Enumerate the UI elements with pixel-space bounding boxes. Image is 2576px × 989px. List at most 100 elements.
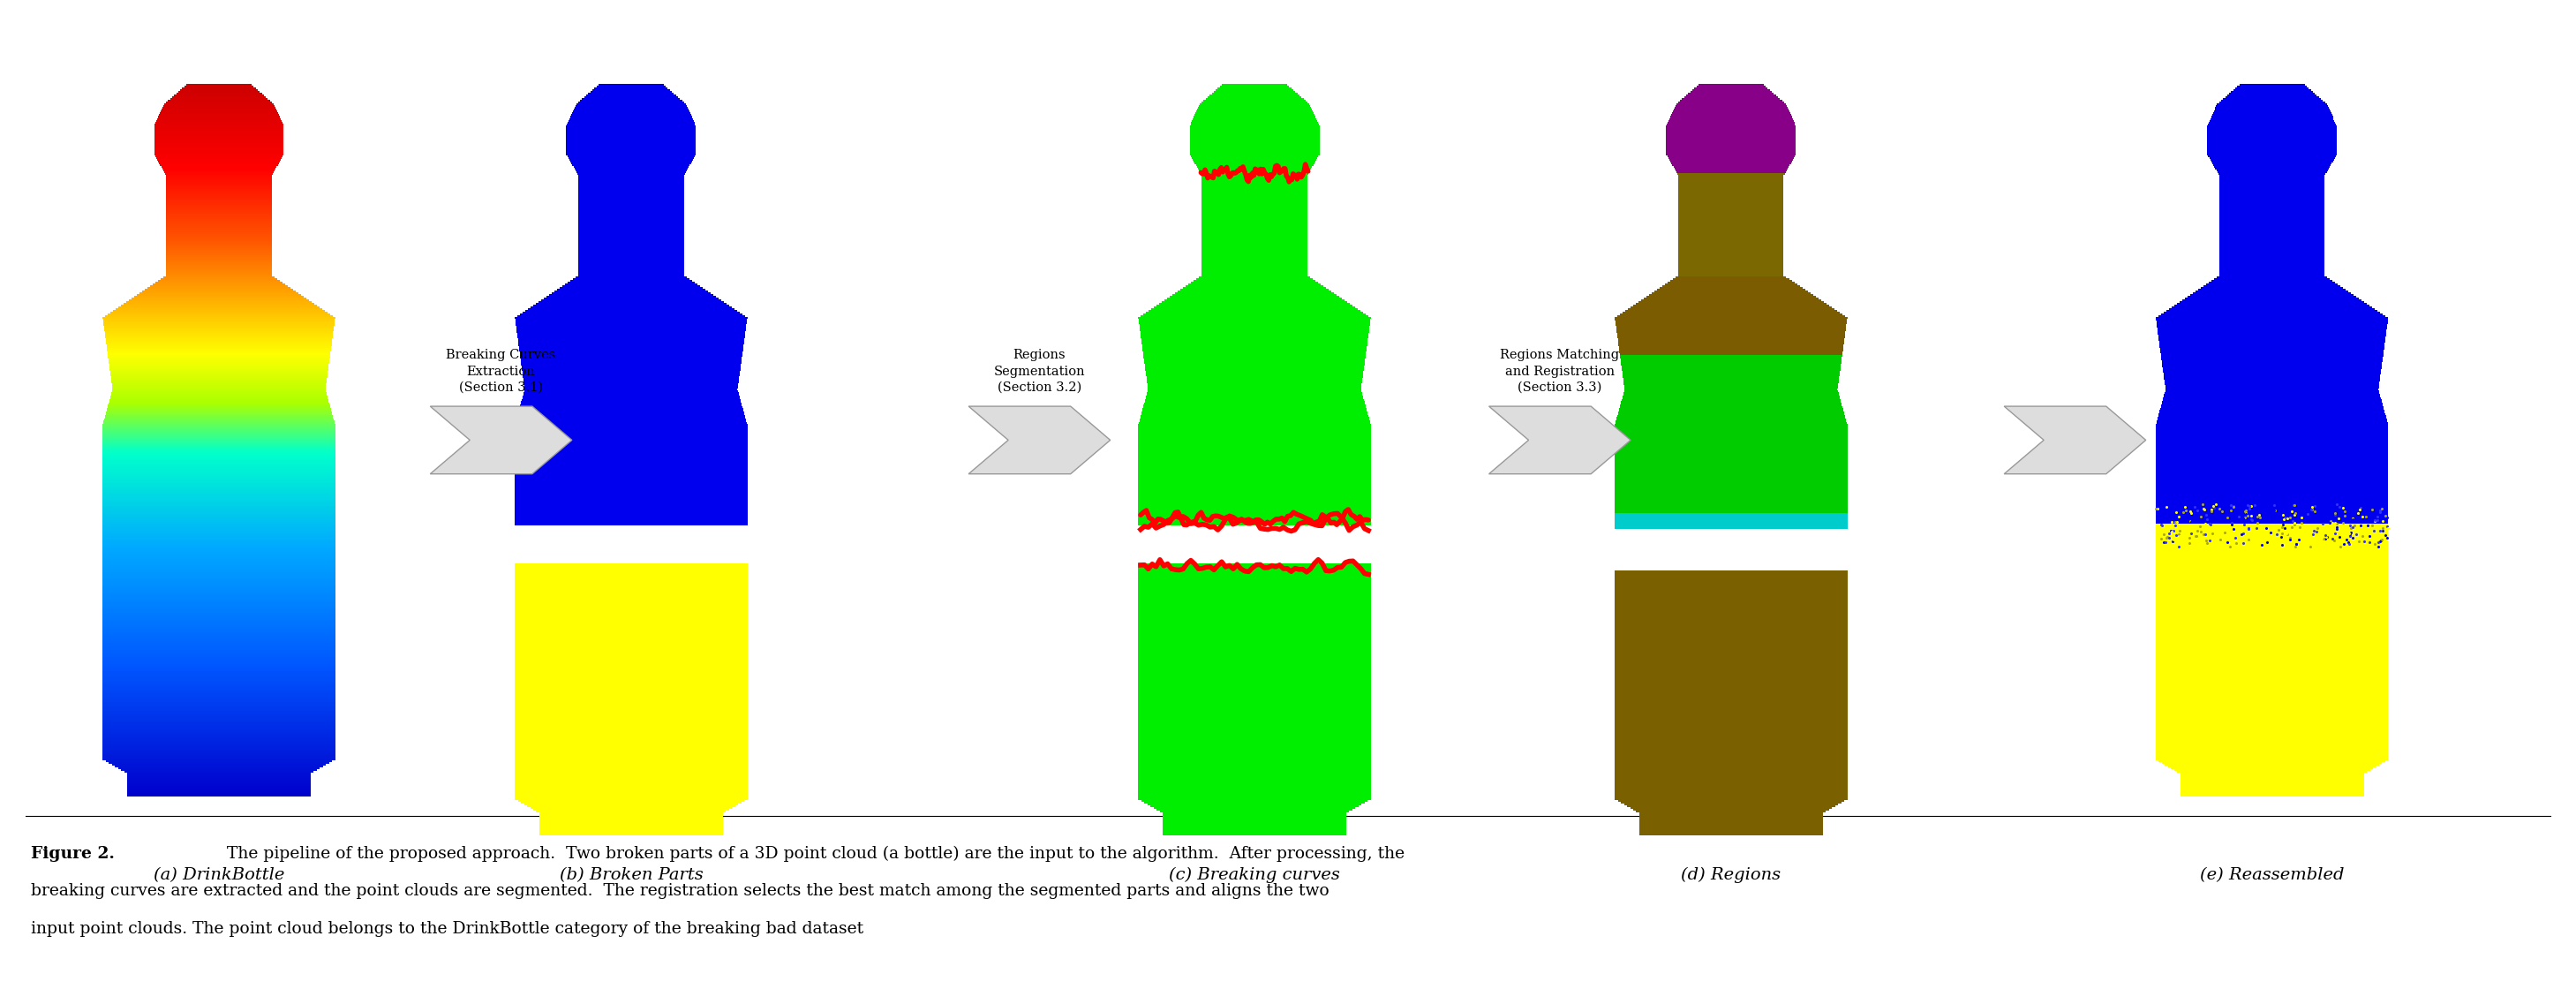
Polygon shape bbox=[1667, 135, 1795, 137]
Polygon shape bbox=[1615, 672, 1847, 674]
Polygon shape bbox=[515, 771, 747, 773]
Polygon shape bbox=[1615, 513, 1847, 515]
Polygon shape bbox=[1211, 95, 1298, 97]
Polygon shape bbox=[1615, 616, 1847, 618]
Polygon shape bbox=[103, 449, 335, 451]
Polygon shape bbox=[567, 146, 696, 148]
Polygon shape bbox=[1623, 369, 1839, 371]
Polygon shape bbox=[580, 230, 683, 231]
Polygon shape bbox=[157, 118, 281, 120]
Polygon shape bbox=[1680, 195, 1783, 196]
Polygon shape bbox=[2156, 595, 2388, 596]
Polygon shape bbox=[515, 650, 747, 652]
Polygon shape bbox=[103, 589, 335, 591]
Polygon shape bbox=[2156, 436, 2388, 438]
Polygon shape bbox=[103, 447, 335, 449]
Polygon shape bbox=[1618, 329, 1844, 331]
Polygon shape bbox=[1139, 515, 1370, 516]
Polygon shape bbox=[1139, 456, 1370, 458]
Polygon shape bbox=[2174, 769, 2370, 771]
Polygon shape bbox=[2161, 355, 2383, 356]
Polygon shape bbox=[2179, 785, 2365, 787]
Polygon shape bbox=[1680, 193, 1783, 195]
Polygon shape bbox=[1615, 579, 1847, 581]
Polygon shape bbox=[2156, 684, 2388, 685]
Polygon shape bbox=[515, 627, 747, 629]
Polygon shape bbox=[1641, 300, 1821, 302]
Polygon shape bbox=[541, 300, 721, 302]
Polygon shape bbox=[1139, 504, 1370, 506]
Polygon shape bbox=[167, 187, 270, 189]
Polygon shape bbox=[1628, 309, 1834, 311]
Polygon shape bbox=[2156, 549, 2388, 551]
Polygon shape bbox=[1203, 235, 1306, 237]
Polygon shape bbox=[1680, 189, 1783, 191]
Polygon shape bbox=[103, 561, 335, 563]
Polygon shape bbox=[2208, 129, 2336, 131]
Polygon shape bbox=[103, 676, 335, 678]
Polygon shape bbox=[574, 166, 688, 168]
Polygon shape bbox=[1615, 611, 1847, 613]
Polygon shape bbox=[103, 721, 335, 723]
Polygon shape bbox=[111, 396, 327, 398]
Polygon shape bbox=[2156, 647, 2388, 649]
Polygon shape bbox=[515, 721, 747, 723]
Polygon shape bbox=[515, 515, 747, 516]
Polygon shape bbox=[1680, 223, 1783, 225]
Polygon shape bbox=[1638, 832, 1824, 834]
Polygon shape bbox=[1216, 89, 1293, 91]
Polygon shape bbox=[1180, 289, 1329, 291]
Polygon shape bbox=[2179, 776, 2365, 778]
Polygon shape bbox=[1698, 84, 1765, 86]
Polygon shape bbox=[2208, 141, 2336, 142]
Polygon shape bbox=[1615, 451, 1847, 453]
Polygon shape bbox=[2156, 707, 2388, 709]
Polygon shape bbox=[103, 515, 335, 516]
Polygon shape bbox=[108, 356, 330, 358]
Polygon shape bbox=[2208, 133, 2336, 134]
Polygon shape bbox=[1203, 257, 1306, 258]
Polygon shape bbox=[103, 563, 335, 565]
Polygon shape bbox=[2156, 756, 2388, 757]
Polygon shape bbox=[2169, 765, 2375, 767]
Polygon shape bbox=[518, 417, 744, 418]
Polygon shape bbox=[2190, 294, 2354, 296]
Polygon shape bbox=[1680, 226, 1783, 228]
Polygon shape bbox=[515, 689, 747, 691]
Polygon shape bbox=[111, 391, 327, 392]
Polygon shape bbox=[1615, 734, 1847, 736]
Polygon shape bbox=[1615, 721, 1847, 723]
Polygon shape bbox=[515, 591, 747, 593]
Polygon shape bbox=[2156, 752, 2388, 754]
Polygon shape bbox=[2184, 298, 2360, 300]
Polygon shape bbox=[1203, 231, 1306, 233]
Polygon shape bbox=[108, 408, 330, 409]
Polygon shape bbox=[1190, 133, 1319, 134]
Polygon shape bbox=[1615, 696, 1847, 698]
Polygon shape bbox=[515, 605, 747, 607]
Polygon shape bbox=[1680, 214, 1783, 216]
Polygon shape bbox=[1615, 730, 1847, 732]
Polygon shape bbox=[2156, 427, 2388, 429]
Polygon shape bbox=[523, 400, 739, 401]
Polygon shape bbox=[580, 220, 683, 222]
Polygon shape bbox=[1615, 489, 1847, 490]
Polygon shape bbox=[2164, 367, 2380, 369]
Polygon shape bbox=[1139, 720, 1370, 721]
Polygon shape bbox=[103, 478, 335, 480]
Polygon shape bbox=[103, 747, 335, 748]
Polygon shape bbox=[569, 280, 693, 282]
Polygon shape bbox=[2156, 656, 2388, 658]
Polygon shape bbox=[2156, 727, 2388, 729]
Polygon shape bbox=[2156, 640, 2388, 641]
Polygon shape bbox=[1667, 137, 1795, 139]
Polygon shape bbox=[2156, 463, 2388, 465]
Polygon shape bbox=[1203, 267, 1306, 269]
Polygon shape bbox=[103, 680, 335, 682]
Polygon shape bbox=[2156, 720, 2388, 721]
Polygon shape bbox=[1636, 303, 1826, 305]
Polygon shape bbox=[103, 560, 335, 561]
Polygon shape bbox=[1615, 643, 1847, 645]
Polygon shape bbox=[1203, 195, 1306, 196]
Polygon shape bbox=[2156, 467, 2388, 469]
